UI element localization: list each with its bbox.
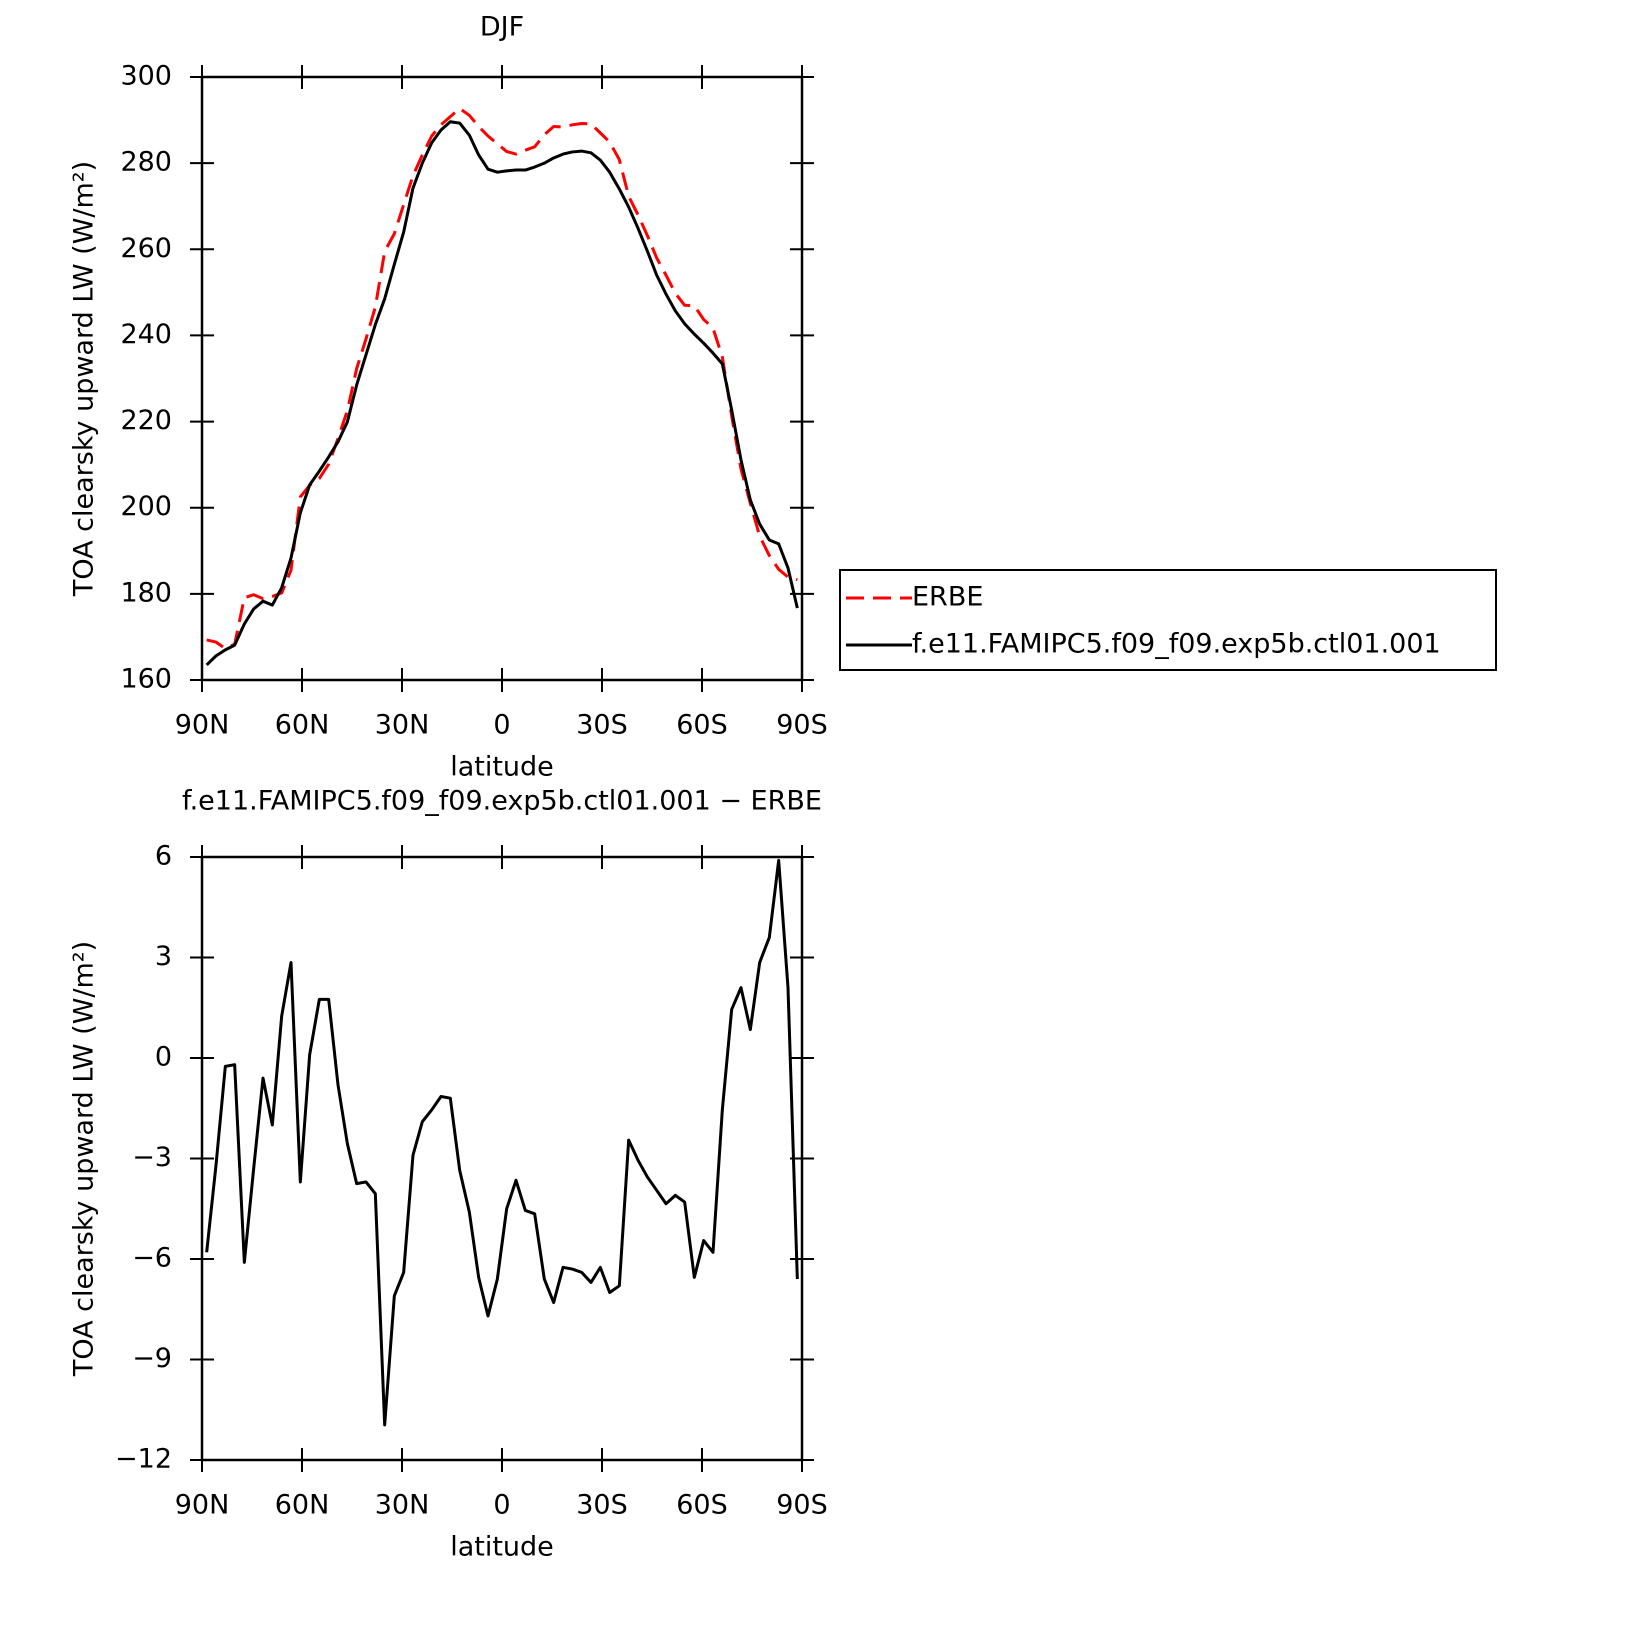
y-tick-label: 280 (120, 147, 172, 178)
chart-title: DJF (480, 12, 524, 43)
x-tick-label: 30S (576, 1490, 628, 1521)
x-axis-label: latitude (450, 1532, 554, 1563)
y-tick-label: −9 (132, 1343, 172, 1374)
x-tick-label: 0 (493, 710, 510, 741)
x-tick-label: 0 (493, 1490, 510, 1521)
x-tick-label: 90S (776, 1490, 828, 1521)
x-tick-label: 30N (375, 1490, 430, 1521)
y-tick-label: 0 (155, 1042, 172, 1073)
data-line (205, 858, 799, 1427)
x-tick-label: 90N (175, 1490, 230, 1521)
y-tick-label: 260 (120, 233, 172, 264)
legend-label: f.e11.FAMIPC5.f09_f09.exp5b.ctl01.001 (912, 629, 1441, 660)
x-axis-label: latitude (450, 752, 554, 783)
legend-label: ERBE (912, 582, 983, 613)
y-axis-label: TOA clearsky upward LW (W/m²) (69, 161, 100, 597)
data-line (206, 106, 798, 651)
legend-box (839, 569, 1497, 671)
data-line (205, 120, 799, 666)
y-tick-label: 220 (120, 405, 172, 436)
x-tick-label: 90S (776, 710, 828, 741)
y-tick-label: 240 (120, 319, 172, 350)
chart-title: f.e11.FAMIPC5.f09_f09.exp5b.ctl01.001 − … (182, 786, 822, 817)
y-tick-label: 3 (155, 941, 172, 972)
x-tick-label: 30S (576, 710, 628, 741)
y-tick-label: 6 (155, 841, 172, 872)
x-tick-label: 60N (275, 1490, 330, 1521)
y-tick-label: 160 (120, 664, 172, 695)
y-tick-label: −12 (115, 1444, 172, 1475)
x-tick-label: 60S (676, 710, 728, 741)
y-tick-label: 180 (120, 577, 172, 608)
y-tick-label: 300 (120, 61, 172, 92)
x-tick-label: 90N (175, 710, 230, 741)
y-tick-label: 200 (120, 491, 172, 522)
x-tick-label: 60N (275, 710, 330, 741)
x-tick-label: 60S (676, 1490, 728, 1521)
x-tick-label: 30N (375, 710, 430, 741)
y-axis-label: TOA clearsky upward LW (W/m²) (69, 941, 100, 1377)
y-tick-label: −3 (132, 1142, 172, 1173)
y-tick-label: −6 (132, 1243, 172, 1274)
